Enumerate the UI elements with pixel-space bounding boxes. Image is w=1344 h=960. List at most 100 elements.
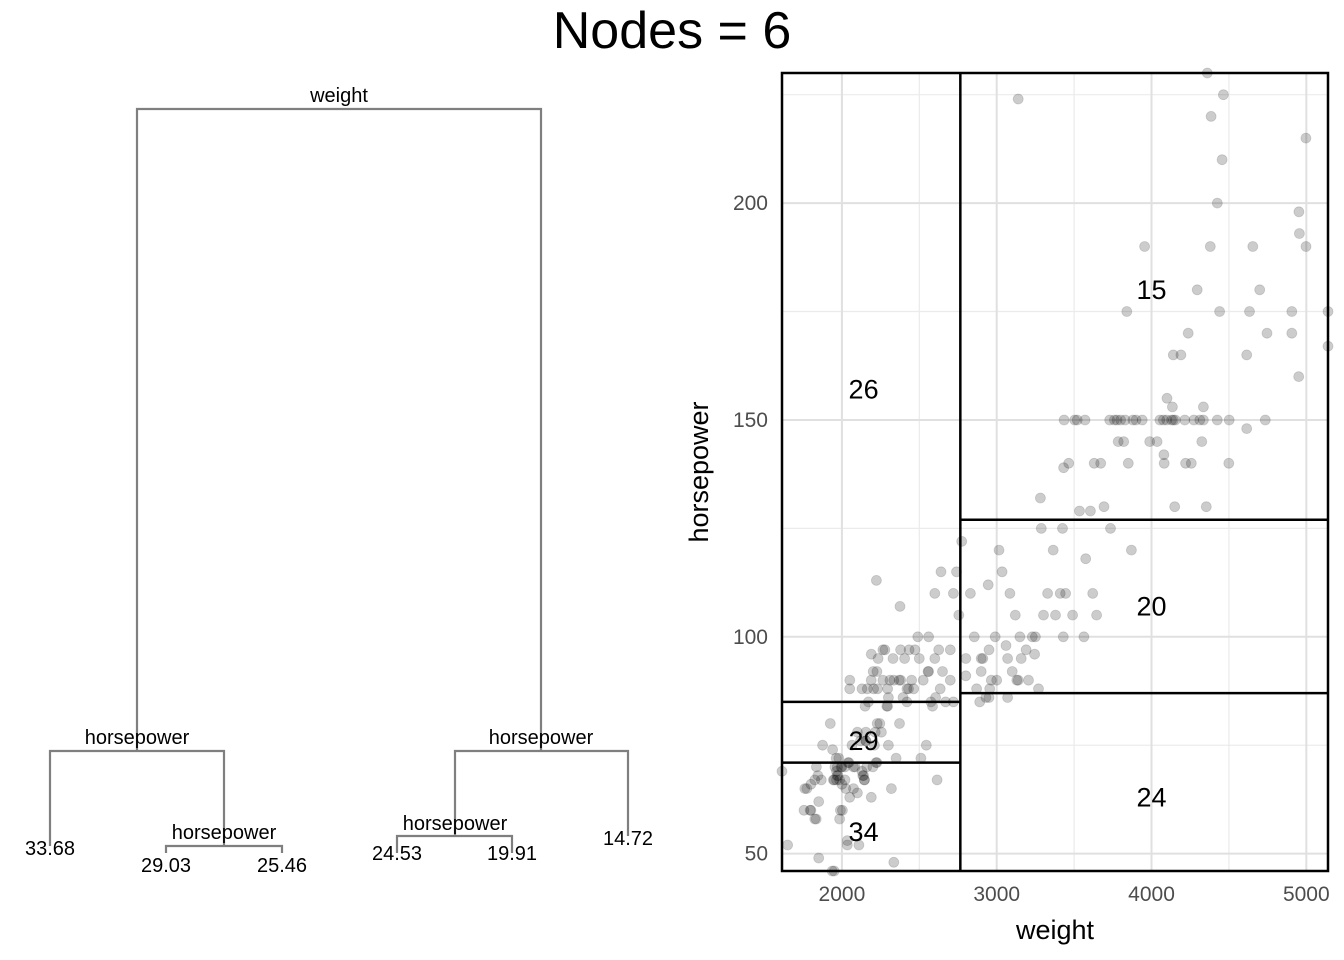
data-point (852, 787, 863, 799)
data-point (899, 653, 910, 664)
region-label: 34 (849, 817, 879, 847)
data-point (1012, 674, 1024, 686)
data-point (894, 718, 905, 729)
data-point (1167, 349, 1179, 361)
data-point (934, 683, 946, 695)
data-point (960, 670, 972, 682)
data-point (1211, 414, 1223, 426)
data-point (1000, 640, 1012, 651)
data-point (1158, 457, 1170, 469)
data-point (1136, 414, 1148, 426)
data-point (1058, 414, 1070, 426)
tree-node-right-left-label: horsepower (403, 813, 508, 835)
data-point (929, 653, 941, 664)
data-point (883, 739, 894, 751)
data-point (828, 774, 840, 786)
data-point (1130, 414, 1142, 426)
data-point (1012, 93, 1024, 105)
y-axis-ticks: 50 100 150 200 (733, 192, 768, 866)
data-point (1196, 436, 1208, 448)
data-point (977, 653, 989, 664)
data-point (1023, 674, 1034, 686)
data-point (1047, 544, 1059, 556)
data-point (935, 566, 947, 578)
data-point (893, 674, 905, 686)
data-point (968, 631, 980, 643)
data-point (831, 765, 842, 777)
data-point (1109, 414, 1120, 426)
data-point (1111, 414, 1123, 426)
data-point (948, 588, 959, 599)
minor-gridlines (782, 73, 1328, 871)
data-point (1167, 414, 1179, 426)
data-point (944, 644, 956, 656)
figure-title: Nodes = 6 (553, 2, 792, 60)
major-gridlines (782, 73, 1328, 871)
data-point (903, 683, 914, 695)
data-point (1170, 414, 1181, 426)
data-point (1194, 414, 1206, 426)
x-axis-title: weight (1015, 915, 1095, 945)
data-point (913, 653, 925, 664)
data-point (840, 783, 852, 794)
data-point (1286, 306, 1298, 317)
data-point (860, 735, 872, 747)
data-point (901, 683, 913, 695)
data-point (1057, 523, 1068, 534)
data-point (1063, 457, 1075, 469)
data-point (874, 718, 886, 729)
tree-branch-right-left (395, 834, 514, 853)
data-point (1218, 89, 1229, 101)
tree-leaf-4: 24.53 (372, 843, 422, 865)
data-point (1261, 327, 1273, 339)
data-point (876, 726, 887, 738)
data-point (799, 783, 811, 794)
data-point (813, 852, 825, 864)
data-point (1161, 414, 1173, 426)
data-point (1080, 553, 1092, 565)
data-point (860, 726, 872, 738)
tree-leaf-5: 19.91 (487, 843, 537, 865)
data-point (965, 588, 976, 599)
data-point (917, 674, 929, 686)
tree-leaf-1: 33.68 (25, 838, 75, 860)
data-point (1214, 306, 1225, 317)
data-point (1126, 544, 1137, 556)
data-point (1205, 111, 1217, 122)
data-point (860, 735, 872, 747)
data-point (1030, 631, 1041, 643)
data-point (985, 674, 997, 686)
x-tick-label: 5000 (1283, 883, 1330, 906)
data-point (953, 609, 965, 621)
data-point (782, 839, 793, 851)
data-point (1300, 132, 1312, 144)
data-point (909, 644, 921, 656)
data-point (884, 674, 896, 686)
data-point (817, 739, 828, 751)
tree-node-left-label: horsepower (85, 727, 190, 749)
y-tick-label: 50 (745, 843, 768, 866)
data-point (989, 631, 1001, 643)
tree-branch-left-right (164, 844, 284, 853)
data-point (888, 856, 900, 868)
data-point (1015, 653, 1027, 664)
data-point (1180, 457, 1191, 469)
data-point (1014, 631, 1026, 643)
data-point (1294, 228, 1305, 239)
data-point (809, 774, 821, 786)
data-point (1006, 666, 1018, 677)
y-tick-label: 200 (733, 192, 768, 215)
data-point (856, 765, 868, 777)
data-point (1158, 414, 1169, 426)
data-point (1054, 588, 1066, 599)
data-point (865, 674, 877, 686)
data-point (991, 674, 1003, 686)
y-axis-title: horsepower (684, 401, 714, 542)
region-labels: 26 29 34 15 20 24 (849, 275, 1167, 847)
region-label: 15 (1136, 275, 1166, 305)
data-point (923, 631, 934, 643)
data-point (929, 588, 941, 599)
data-point (1139, 241, 1150, 252)
data-point (1198, 401, 1209, 413)
data-point (1122, 457, 1134, 469)
